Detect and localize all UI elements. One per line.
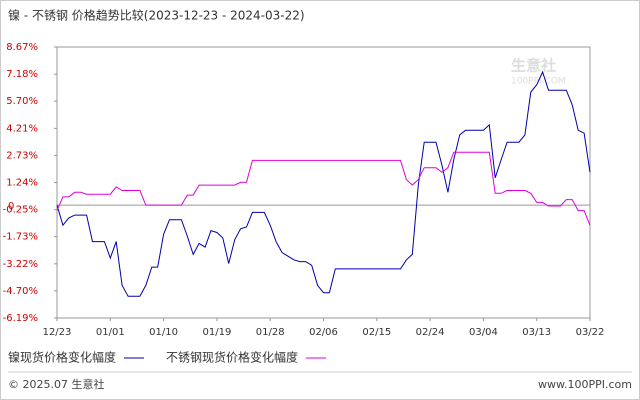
x-tick-label: 01/19	[202, 327, 231, 338]
y-tick-label: 1.24%	[6, 178, 38, 189]
y-tick-label: -3.22%	[3, 259, 38, 270]
x-tick-label: 02/15	[362, 327, 391, 338]
watermark-brand: 生意社	[511, 57, 556, 75]
x-tick-label: 01/28	[256, 327, 285, 338]
y-tick-label: -4.70%	[3, 286, 38, 297]
chart-title: 镍 - 不锈钢 价格趋势比较(2023-12-23 - 2024-03-22)	[8, 8, 305, 23]
y-tick-label: -0.25%	[3, 205, 38, 216]
y-tick-label: 7.18%	[6, 69, 38, 80]
footer-left: © 2025.07 生意社	[8, 377, 104, 391]
x-tick-label: 12/23	[43, 327, 72, 338]
x-tick-label: 01/01	[96, 327, 125, 338]
x-tick-label: 03/04	[469, 327, 498, 338]
footer-right: www.100PPI.com	[538, 378, 632, 391]
zero-label: 0	[8, 201, 14, 212]
legend-label: 镍现货价格变化幅度	[8, 350, 116, 365]
legend-label: 不锈钢现货价格变化幅度	[166, 350, 298, 365]
y-tick-label: -6.19%	[3, 313, 38, 324]
series-line	[56, 70, 591, 297]
y-tick-label: 5.70%	[6, 96, 38, 107]
x-tick-label: 02/24	[416, 327, 445, 338]
plot-area	[56, 46, 591, 319]
x-tick-label: 03/22	[576, 327, 605, 338]
y-tick-label: 4.21%	[6, 123, 38, 134]
x-tick-label: 03/13	[522, 327, 551, 338]
y-tick-label: 2.73%	[6, 150, 38, 161]
series-line	[56, 151, 591, 226]
x-tick-label: 02/06	[309, 327, 338, 338]
y-tick-label: -1.73%	[3, 232, 38, 243]
x-tick-label: 01/10	[149, 327, 178, 338]
y-tick-label: 8.67%	[6, 42, 38, 53]
